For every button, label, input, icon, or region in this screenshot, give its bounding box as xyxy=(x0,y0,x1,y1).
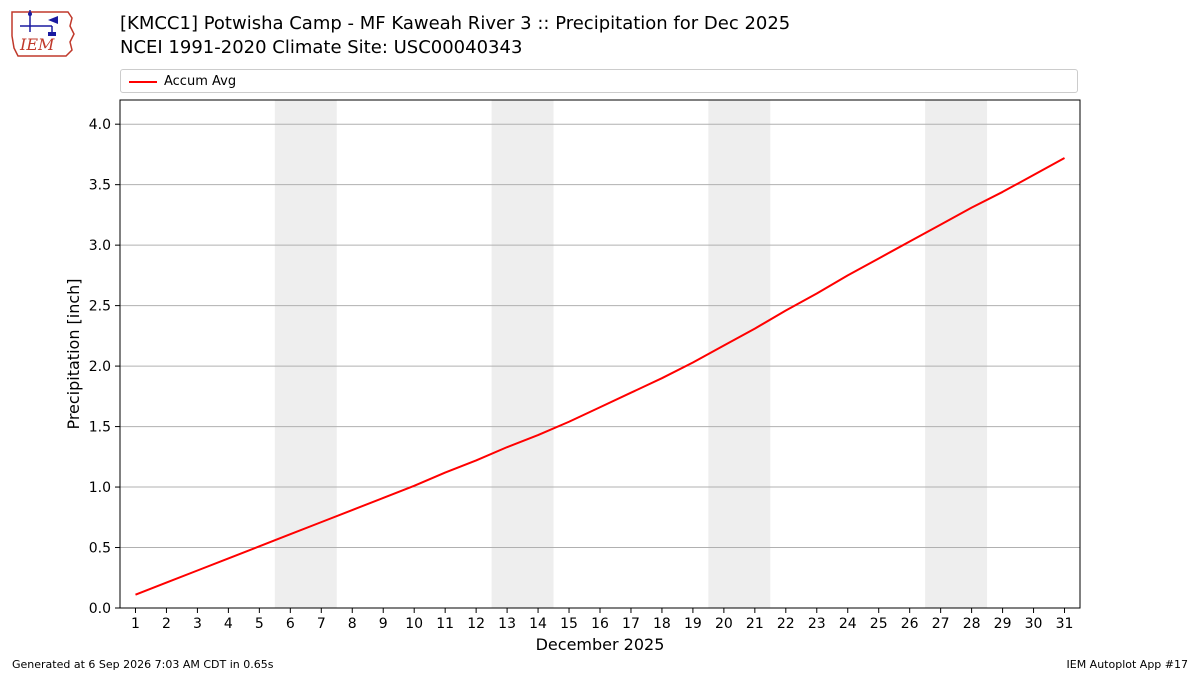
y-tick-label: 0.0 xyxy=(89,601,111,617)
weekend-band xyxy=(274,100,337,608)
x-axis-label: December 2025 xyxy=(536,635,665,654)
weekend-band xyxy=(491,100,554,608)
x-tick-label: 30 xyxy=(1025,616,1043,632)
y-axis-label: Precipitation [inch] xyxy=(64,278,83,429)
x-tick-label: 3 xyxy=(193,616,202,632)
x-tick-label: 14 xyxy=(529,616,547,632)
y-tick-label: 1.5 xyxy=(89,420,111,436)
x-tick-label: 1 xyxy=(131,616,140,632)
y-tick-label: 2.0 xyxy=(89,359,111,375)
chart-title: [KMCC1] Potwisha Camp - MF Kaweah River … xyxy=(120,13,791,34)
x-tick-label: 11 xyxy=(436,616,454,632)
generated-timestamp: Generated at 6 Sep 2026 7:03 AM CDT in 0… xyxy=(12,658,274,671)
x-tick-label: 29 xyxy=(994,616,1012,632)
x-tick-label: 16 xyxy=(591,616,609,632)
y-tick-label: 3.0 xyxy=(89,238,111,254)
x-tick-label: 24 xyxy=(839,616,857,632)
chart-subtitle: NCEI 1991-2020 Climate Site: USC00040343 xyxy=(120,37,523,58)
x-tick-label: 28 xyxy=(963,616,981,632)
x-tick-label: 17 xyxy=(622,616,640,632)
x-tick-label: 6 xyxy=(286,616,295,632)
y-tick-label: 3.5 xyxy=(89,178,111,194)
x-tick-label: 18 xyxy=(653,616,671,632)
plot-frame xyxy=(119,99,1081,609)
x-tick-label: 25 xyxy=(870,616,888,632)
weekend-band xyxy=(925,100,988,608)
x-tick-label: 21 xyxy=(746,616,764,632)
x-tick-label: 9 xyxy=(379,616,388,632)
iem-logo: IEM xyxy=(11,10,75,57)
logo-text: IEM xyxy=(19,35,55,54)
y-tick-label: 4.0 xyxy=(89,117,111,133)
x-tick-label: 23 xyxy=(808,616,826,632)
x-tick-label: 12 xyxy=(467,616,485,632)
x-tick-label: 20 xyxy=(715,616,733,632)
y-tick-label: 0.5 xyxy=(89,541,111,557)
x-tick-label: 8 xyxy=(348,616,357,632)
x-tick-label: 22 xyxy=(777,616,795,632)
y-tick-label: 2.5 xyxy=(89,299,111,315)
x-tick-label: 7 xyxy=(317,616,326,632)
weekend-band xyxy=(708,100,771,608)
x-tick-label: 31 xyxy=(1056,616,1074,632)
series-line-accum-avg xyxy=(135,157,1065,596)
y-tick-label: 1.0 xyxy=(89,480,111,496)
x-tick-label: 26 xyxy=(901,616,919,632)
legend: Accum Avg xyxy=(120,69,1078,93)
x-tick-label: 27 xyxy=(932,616,950,632)
x-tick-label: 15 xyxy=(560,616,578,632)
legend-swatch-accum-avg xyxy=(129,81,157,83)
x-tick-label: 5 xyxy=(255,616,264,632)
x-tick-label: 13 xyxy=(498,616,516,632)
autoplot-app-id: IEM Autoplot App #17 xyxy=(1066,658,1189,671)
x-tick-label: 10 xyxy=(405,616,423,632)
x-tick-label: 2 xyxy=(162,616,171,632)
legend-label-accum-avg: Accum Avg xyxy=(164,74,237,89)
x-tick-label: 19 xyxy=(684,616,702,632)
x-tick-label: 4 xyxy=(224,616,233,632)
